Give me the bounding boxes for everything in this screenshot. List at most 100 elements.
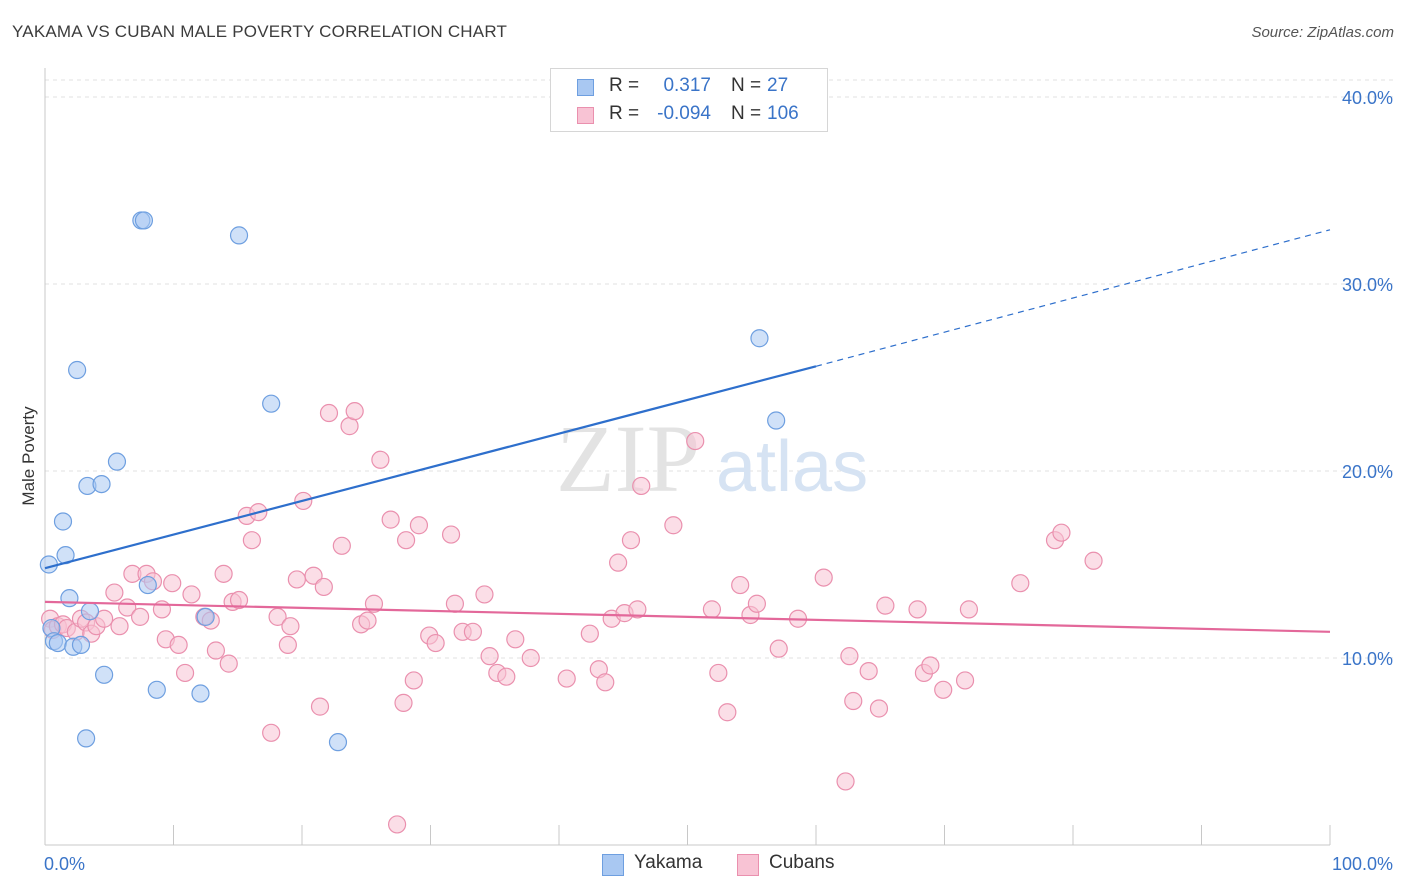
watermark-atlas: atlas (716, 427, 868, 507)
trend-lines (44, 229, 1331, 633)
data-point-cubans (934, 680, 953, 699)
n-value: 106 (767, 103, 799, 124)
data-point-cubans (557, 669, 576, 688)
data-point-cubans (110, 617, 129, 636)
data-point-cubans (506, 630, 525, 649)
data-point-cubans (955, 671, 975, 690)
data-point-cubans (364, 594, 384, 613)
data-point-cubans (332, 536, 351, 555)
data-point-yakama (196, 607, 215, 626)
r-value: 0.317 (663, 75, 711, 96)
data-point-yakama (39, 555, 58, 574)
data-point-cubans (441, 525, 461, 544)
data-point-yakama (134, 211, 154, 230)
data-point-cubans (319, 403, 339, 423)
data-point-cubans (163, 574, 182, 593)
trend-line-extension-yakama (815, 229, 1331, 367)
data-point-cubans (959, 600, 979, 619)
data-point-yakama (68, 360, 87, 380)
y-tick-label: 20.0% (1342, 462, 1393, 482)
data-point-yakama (138, 575, 157, 595)
data-point-cubans (702, 600, 722, 619)
data-point-cubans (609, 553, 628, 572)
data-point-cubans (130, 607, 150, 626)
data-point-cubans (844, 691, 863, 711)
data-point-cubans (214, 564, 233, 583)
trend-line-cubans (44, 600, 1331, 633)
n-label: N = (731, 103, 762, 124)
data-point-cubans (596, 673, 615, 692)
data-point-cubans (387, 815, 407, 834)
source-credit: Source: ZipAtlas.com (1251, 24, 1394, 41)
data-point-cubans (836, 772, 855, 791)
data-point-cubans (409, 516, 429, 535)
data-point-cubans (475, 585, 494, 604)
data-point-cubans (358, 611, 377, 630)
data-point-cubans (921, 656, 940, 675)
data-point-cubans (859, 661, 878, 681)
data-point-yakama (107, 452, 127, 471)
data-point-cubans (1011, 574, 1030, 593)
y-tick-label: 10.0% (1342, 649, 1393, 669)
data-point-cubans (908, 600, 927, 619)
legend-item-cubans[interactable]: Cubans (737, 851, 847, 877)
data-point-yakama (750, 329, 769, 348)
x-tick-label: 100.0% (1332, 854, 1393, 874)
data-point-cubans (206, 641, 226, 660)
r-value: -0.094 (657, 103, 711, 124)
data-point-cubans (394, 693, 413, 712)
data-point-cubans (396, 531, 416, 550)
axes (44, 68, 1331, 846)
chart-title: YAKAMA VS CUBAN MALE POVERTY CORRELATION… (12, 22, 508, 41)
data-point-yakama (48, 633, 67, 653)
data-point-cubans (686, 431, 705, 451)
data-point-yakama (767, 411, 786, 430)
legend-label-cubans: Cubans (769, 852, 835, 873)
x-tick-label: 0.0% (44, 854, 85, 874)
data-point-cubans (521, 648, 540, 668)
watermark-zip: ZIP (556, 405, 700, 512)
data-point-cubans (219, 654, 238, 673)
data-point-cubans (304, 566, 323, 585)
y-tick-label: 40.0% (1342, 88, 1393, 108)
grid-lines (45, 79, 1395, 659)
data-point-yakama (53, 512, 73, 531)
data-point-cubans (426, 633, 445, 653)
data-point-cubans (497, 667, 516, 686)
data-point-yakama (147, 680, 166, 699)
data-point-yakama (77, 729, 96, 748)
data-point-yakama (71, 635, 91, 655)
data-point-cubans (876, 596, 895, 615)
trend-line-yakama (44, 365, 817, 570)
data-point-cubans (580, 624, 599, 643)
data-point-cubans (718, 703, 737, 722)
data-point-cubans (404, 671, 423, 690)
data-point-cubans (445, 594, 465, 613)
y-tick-label: 30.0% (1342, 275, 1393, 295)
legend-row-yakama: R = 0.317 N = 27 (551, 73, 827, 99)
data-point-cubans (463, 622, 483, 641)
data-point-yakama (262, 394, 281, 413)
legend-item-yakama[interactable]: Yakama (602, 851, 712, 877)
watermark: ZIP atlas (556, 405, 868, 512)
data-point-yakama (60, 589, 79, 608)
data-point-cubans (840, 647, 859, 666)
data-point-cubans (95, 609, 114, 628)
series-yakama (39, 211, 786, 752)
data-point-yakama (80, 602, 100, 621)
data-point-cubans (664, 516, 683, 535)
data-point-cubans (182, 585, 201, 604)
data-point-cubans (869, 699, 889, 718)
data-point-cubans (242, 531, 261, 550)
data-point-cubans (709, 663, 728, 683)
n-label: N = (731, 75, 762, 96)
data-point-cubans (769, 639, 788, 658)
data-point-cubans (262, 723, 281, 742)
data-point-yakama (328, 733, 348, 752)
data-point-cubans (1052, 523, 1071, 542)
data-point-cubans (175, 663, 195, 683)
data-point-cubans (381, 510, 400, 529)
r-label: R = (609, 103, 640, 124)
legend-swatch-yakama (577, 79, 594, 96)
